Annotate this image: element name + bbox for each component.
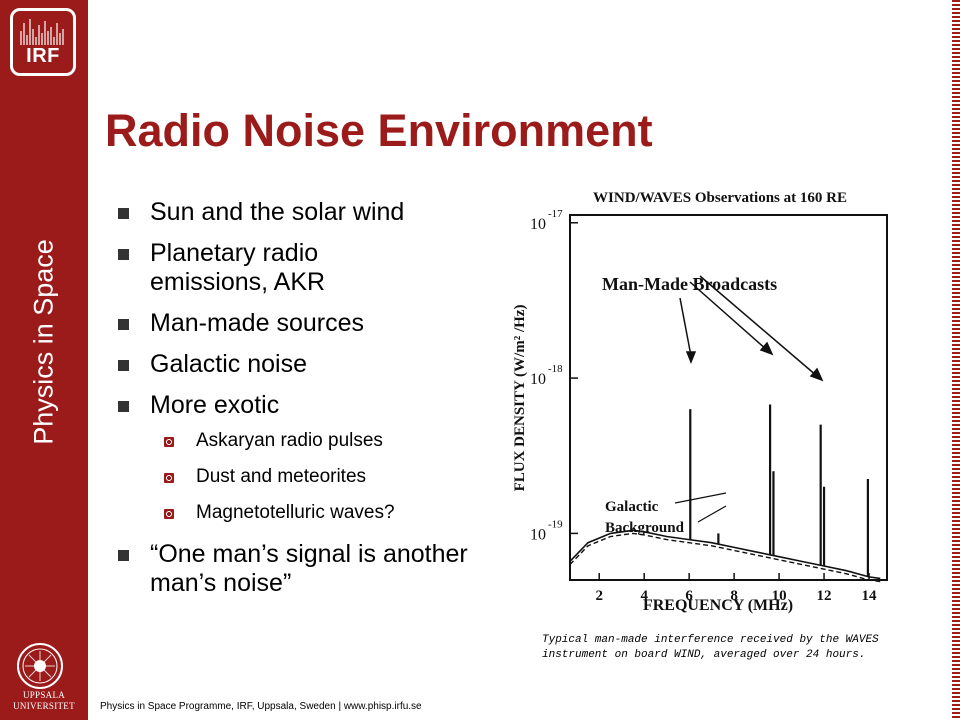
bullet-item: “One man’s signal is another man’s noise… bbox=[118, 540, 470, 598]
x-tick-label: 12 bbox=[817, 588, 832, 604]
series-line bbox=[569, 529, 881, 580]
annotation-galactic-line1: Galactic bbox=[605, 499, 659, 515]
y-tick-label: 10 bbox=[530, 526, 546, 543]
sub-bullet-icon bbox=[164, 509, 174, 519]
x-tick-label: 10 bbox=[772, 588, 787, 604]
bullet-item: Man-made sources bbox=[118, 309, 508, 338]
university-line-1: UPPSALA bbox=[22, 690, 66, 700]
bullet-item: Planetary radio emissions, AKR bbox=[118, 239, 400, 297]
bullet-square-icon bbox=[118, 249, 129, 260]
figure-caption: Typical man-made interference received b… bbox=[542, 634, 879, 661]
bullet-square-icon bbox=[118, 360, 129, 371]
footer-text: Physics in Space Programme, IRF, Uppsala… bbox=[100, 701, 422, 712]
bullet-square-icon bbox=[118, 550, 129, 561]
annotation-broadcasts: Man-Made Broadcasts bbox=[602, 274, 777, 294]
x-tick-label: 8 bbox=[730, 588, 738, 604]
y-axis-label: FLUX DENSITY (W/m² /Hz) bbox=[512, 305, 528, 492]
series-line bbox=[569, 532, 881, 583]
sub-bullet-item: Askaryan radio pulses bbox=[164, 430, 508, 452]
sub-bullet-text: Dust and meteorites bbox=[196, 466, 367, 487]
bullet-text: More exotic bbox=[150, 391, 280, 419]
y-tick-exponent: -19 bbox=[548, 518, 563, 530]
bullet-square-icon bbox=[118, 401, 129, 412]
bullet-item: Sun and the solar wind bbox=[118, 198, 508, 227]
logo-text: IRF bbox=[26, 45, 60, 67]
x-tick-label: 4 bbox=[640, 588, 648, 604]
x-axis-label: FREQUENCY (MHz) bbox=[643, 597, 793, 614]
y-tick-exponent: -18 bbox=[548, 363, 563, 375]
x-tick-label: 2 bbox=[595, 588, 603, 604]
annotation-arrows bbox=[679, 275, 824, 382]
university-name: UPPSALA UNIVERSITET bbox=[0, 690, 88, 712]
x-tick-label: 6 bbox=[685, 588, 693, 604]
sub-bullet-text: Magnetotelluric waves? bbox=[196, 502, 395, 523]
irf-logo: IRF bbox=[10, 8, 76, 76]
bullet-square-icon bbox=[118, 319, 129, 330]
sidebar: IRF Physics in Space UPPSALA UNIVERSITET bbox=[0, 0, 88, 720]
x-tick-label: 14 bbox=[862, 588, 878, 604]
y-tick-label: 10 bbox=[530, 216, 546, 233]
university-line-2: UNIVERSITET bbox=[13, 701, 75, 711]
decorative-border bbox=[952, 0, 960, 720]
university-seal-icon bbox=[17, 643, 63, 689]
bullet-square-icon bbox=[118, 208, 129, 219]
bullet-item: Galactic noise bbox=[118, 350, 508, 379]
sidebar-title: Physics in Space bbox=[28, 239, 59, 445]
waveform-icon bbox=[20, 19, 64, 45]
y-tick-exponent: -17 bbox=[548, 208, 563, 220]
bullet-text: Galactic noise bbox=[150, 350, 308, 378]
sub-bullet-text: Askaryan radio pulses bbox=[196, 430, 383, 451]
galactic-arrows bbox=[674, 492, 727, 523]
sub-bullet-icon bbox=[164, 437, 174, 447]
bullet-text: Sun and the solar wind bbox=[150, 198, 405, 226]
chart-title: WIND/WAVES Observations at 160 RE bbox=[593, 190, 847, 206]
bullet-text: Man-made sources bbox=[150, 309, 364, 337]
sub-bullet-item: Dust and meteorites bbox=[164, 466, 508, 488]
plot-frame bbox=[569, 214, 888, 581]
bullet-text: Planetary radio emissions, AKR bbox=[150, 239, 326, 296]
bullet-list: Sun and the solar wind Planetary radio e… bbox=[118, 198, 508, 610]
slide-title: Radio Noise Environment bbox=[105, 105, 653, 156]
annotation-galactic-line2: Background bbox=[605, 520, 685, 536]
y-tick-label: 10 bbox=[530, 371, 546, 388]
sub-bullet-item: Magnetotelluric waves? bbox=[164, 502, 508, 524]
flux-density-chart: WIND/WAVES Observations at 160 RE 10-171… bbox=[512, 190, 888, 614]
bullet-text: “One man’s signal is another man’s noise… bbox=[150, 540, 468, 597]
sub-bullet-icon bbox=[164, 473, 174, 483]
bullet-item: More exotic bbox=[118, 391, 508, 420]
